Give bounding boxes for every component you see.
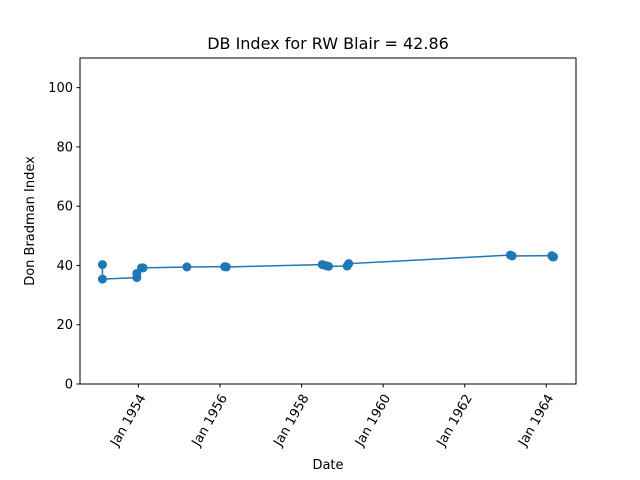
y-tick-label: 100 <box>48 81 73 96</box>
data-point <box>97 260 107 270</box>
y-tick-label: 40 <box>56 259 73 274</box>
data-point <box>97 274 107 284</box>
data-point <box>324 261 334 271</box>
axes-frame <box>79 57 577 385</box>
plot-area <box>97 250 559 284</box>
chart-title: DB Index for RW Blair = 42.86 <box>207 34 449 53</box>
y-axis-label: Don Bradman Index <box>23 156 38 286</box>
data-point <box>344 259 354 269</box>
data-point <box>549 252 559 262</box>
data-point <box>138 263 148 273</box>
y-tick-label: 60 <box>56 200 73 215</box>
data-point <box>221 262 231 272</box>
x-axis-label: Date <box>312 458 343 473</box>
y-tick-label: 80 <box>56 140 73 155</box>
y-tick-label: 20 <box>56 318 73 333</box>
data-point <box>182 262 192 272</box>
y-tick-label: 0 <box>65 378 73 393</box>
data-point <box>507 251 517 261</box>
